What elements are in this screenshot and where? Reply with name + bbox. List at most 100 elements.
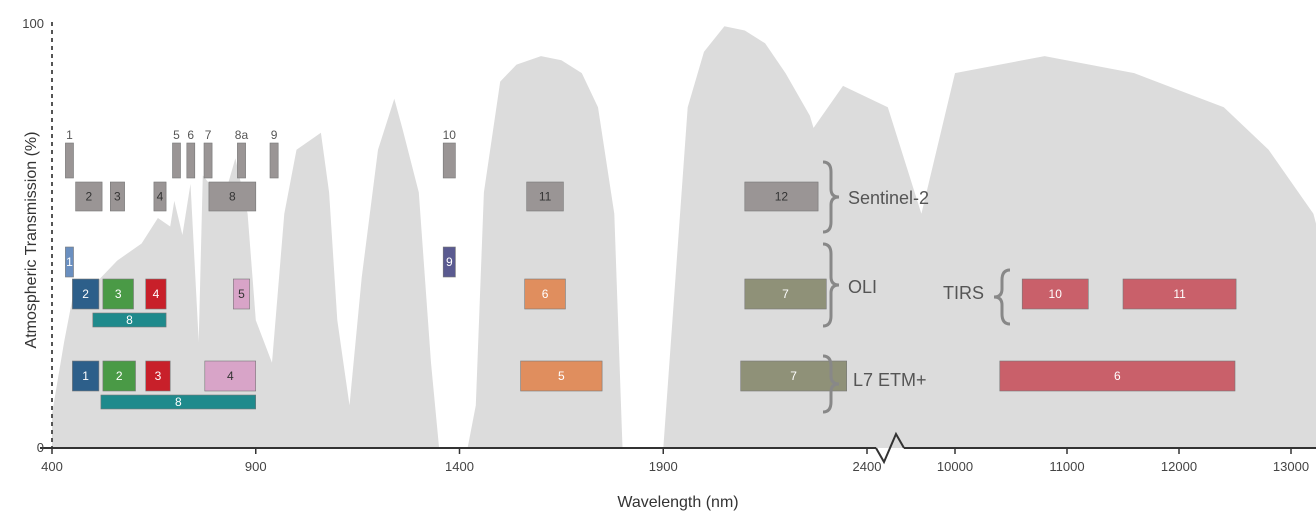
band-label: 10: [1049, 287, 1063, 301]
band-rect: [442, 246, 456, 278]
x-tick-label: 2400: [853, 459, 882, 474]
group-brace: [822, 354, 840, 414]
band-rect: [172, 142, 181, 179]
band-rect: [203, 142, 213, 179]
band-rect: [208, 181, 257, 212]
band-rect: [237, 142, 246, 179]
band-label: 12: [775, 190, 789, 204]
sentinel-2-band-7: 7: [203, 128, 213, 179]
band-label: 8: [126, 313, 133, 327]
band-label: 3: [115, 287, 122, 301]
band-label: 4: [157, 190, 164, 204]
band-rect: [269, 142, 279, 179]
oli-band-9: 9: [442, 246, 456, 278]
band-label: 8a: [235, 128, 249, 142]
oli-band-2: 2: [72, 278, 100, 310]
band-rect: [520, 360, 603, 392]
axes: 100 0 Atmospheric Transmission (%) Wavel…: [22, 16, 1316, 511]
sentinel-2-band-1: 1: [65, 128, 74, 179]
band-rect: [145, 360, 171, 392]
band-rect: [102, 360, 136, 392]
oli-band-8: 8: [92, 312, 167, 328]
band-rect: [145, 278, 167, 310]
oli-band-4: 4: [145, 278, 167, 310]
band-rect: [442, 142, 456, 179]
band-label: 3: [114, 190, 121, 204]
band-label: 4: [153, 287, 160, 301]
group-tirs: TIRS: [943, 268, 1011, 326]
l7-etm--band-5: 5: [520, 360, 603, 392]
band-rect: [1021, 278, 1089, 310]
band-rect: [524, 278, 566, 310]
band-label: 2: [116, 369, 123, 383]
x-tick-label: 12000: [1161, 459, 1197, 474]
transmission-area-thermal: [719, 56, 1316, 448]
y-tick-0: 0: [37, 440, 44, 455]
group-oli: OLI: [822, 242, 877, 328]
group-etm: L7 ETM+: [822, 354, 927, 414]
l7-etm--band-8: 8: [100, 394, 257, 410]
l7-etm--band-3: 3: [145, 360, 171, 392]
band-label: 8: [229, 190, 236, 204]
band-rect: [744, 278, 827, 310]
band-label: 7: [790, 369, 797, 383]
band-label: 1: [66, 128, 73, 142]
band-rect: [92, 312, 167, 328]
band-label: 2: [86, 190, 93, 204]
band-label: 9: [271, 128, 278, 142]
x-ticks: 400 900 1400 1900 2400 10000 11000 12000 13000: [41, 448, 1309, 474]
band-rect: [1122, 278, 1237, 310]
sentinel-2-band-10: 10: [442, 128, 456, 179]
band-label: 8: [175, 395, 182, 409]
band-label: 9: [446, 255, 453, 269]
l7-etm--band-7: 7: [740, 360, 848, 392]
band-rect: [110, 181, 125, 212]
oli-band-1: 1: [65, 246, 74, 278]
band-label: 6: [187, 128, 194, 142]
sentinel-2-band-9: 9: [269, 128, 279, 179]
x-axis-title: Wavelength (nm): [617, 494, 738, 511]
band-label: 5: [558, 369, 565, 383]
transmission-area-layer: [52, 26, 1316, 449]
band-label: 7: [205, 128, 212, 142]
sentinel-2-band-5: 5: [172, 128, 181, 179]
x-tick-label: 13000: [1273, 459, 1309, 474]
band-label: 7: [782, 287, 789, 301]
sentinel-2-band-6: 6: [186, 128, 196, 179]
oli-band-3: 3: [102, 278, 134, 310]
band-label: 2: [82, 287, 89, 301]
band-label: 6: [542, 287, 549, 301]
band-rect: [65, 142, 74, 179]
oli-band-5: 5: [233, 278, 250, 310]
group-labels: Sentinel-2 OLI TIRS L7 ETM+: [822, 160, 1011, 414]
band-rect: [65, 246, 74, 278]
band-rect: [204, 360, 257, 392]
x-tick-label: 400: [41, 459, 63, 474]
group-brace: [822, 242, 840, 328]
oli-band-6: 6: [524, 278, 566, 310]
band-label: 11: [539, 190, 552, 204]
band-rect: [72, 360, 100, 392]
sentinel-2-band-8a: 8a: [235, 128, 249, 179]
band-rect: [233, 278, 250, 310]
band-label: 5: [238, 287, 245, 301]
oli-band-7: 7: [744, 278, 827, 310]
y-axis-title: Atmospheric Transmission (%): [23, 132, 40, 349]
x-tick-label: 1900: [649, 459, 678, 474]
y-tick-100: 100: [22, 16, 44, 31]
band-rect: [153, 181, 167, 212]
l7-etm--band-2: 2: [102, 360, 136, 392]
x-tick-label: 10000: [937, 459, 973, 474]
group-label: TIRS: [943, 283, 984, 303]
sentinel-2-band-12: 12: [744, 181, 819, 212]
sentinel-2-band-2: 2: [75, 181, 103, 212]
band-label: 6: [1114, 369, 1121, 383]
group-label: OLI: [848, 277, 877, 297]
x-tick-label: 1400: [445, 459, 474, 474]
band-rect: [740, 360, 848, 392]
band-label: 5: [173, 128, 180, 142]
axis-break-mark: [875, 431, 905, 465]
group-brace: [822, 160, 840, 234]
